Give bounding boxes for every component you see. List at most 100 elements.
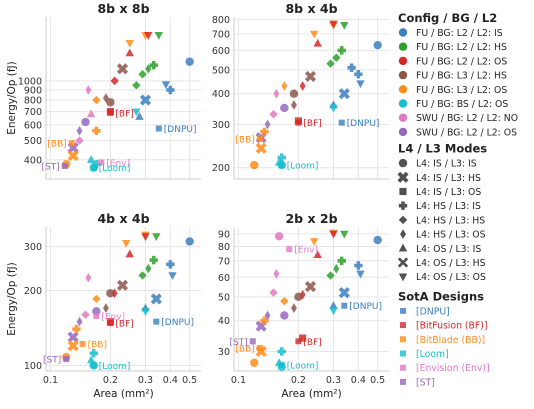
- y-tick-label: 900: [24, 85, 42, 96]
- x-tick-label: 0.1: [43, 375, 58, 386]
- data-point: [72, 324, 81, 334]
- legend-marker: [398, 201, 408, 210]
- data-point: [347, 63, 356, 72]
- legend-swatch: [400, 350, 406, 357]
- x-tick-label: 0.5: [182, 375, 197, 386]
- x-tick-label: 0.1: [231, 375, 246, 386]
- x-tick-label: 0.2: [291, 375, 306, 386]
- data-point: [76, 125, 83, 136]
- data-point: [85, 272, 92, 283]
- data-points: [250, 20, 382, 170]
- y-tick-label: 800: [212, 15, 230, 26]
- legend-config-item: FU / BG: L3 / L2: OS: [398, 85, 507, 96]
- x-tick-label: 0.3: [326, 375, 341, 386]
- data-point: [326, 271, 335, 280]
- data-point: [92, 160, 101, 169]
- data-point: [141, 233, 150, 242]
- y-tick-label: 800: [24, 96, 42, 107]
- legend-label: L4: OS / L3: OS: [416, 272, 486, 283]
- data-point: [152, 233, 161, 242]
- sota-label: [Loom]: [287, 361, 319, 371]
- x-axis-label: Area (mm²): [281, 388, 341, 400]
- legend-mode-item: L4: OS / L3: IS: [398, 243, 481, 255]
- legend-config-item: FU / BG: L2 / L2: HS: [398, 42, 507, 53]
- data-point: [132, 81, 141, 90]
- data-point: [138, 70, 147, 79]
- data-point: [329, 301, 338, 309]
- sota-marker: [341, 302, 348, 309]
- data-point: [280, 311, 289, 320]
- legend-mode-item: L4: OS / L3: OS: [398, 272, 486, 283]
- data-point: [116, 279, 129, 291]
- data-point: [340, 21, 349, 30]
- legend-sota-item: [BitFusion (BF)]: [400, 321, 488, 332]
- data-point: [67, 150, 79, 162]
- data-point: [86, 109, 96, 118]
- y-tick-label: 300: [212, 120, 230, 131]
- data-point: [329, 20, 338, 29]
- data-point: [81, 117, 90, 127]
- data-point: [166, 85, 175, 95]
- sota-marker: [63, 356, 70, 363]
- data-point: [76, 316, 83, 327]
- data-point: [121, 240, 131, 248]
- data-points: [250, 229, 382, 372]
- data-point: [329, 307, 338, 316]
- data-point: [75, 136, 84, 145]
- legend-label: [ST]: [416, 377, 435, 388]
- legend-mode-item: L4: HS / L3: IS: [398, 201, 481, 212]
- legend-swatch: [400, 364, 406, 371]
- legend-label: FU / BG: BS / L2: OS: [416, 99, 508, 110]
- legend-sota-item: [DNPU]: [400, 306, 450, 317]
- data-points: [62, 32, 194, 172]
- data-point: [150, 293, 162, 305]
- data-point: [338, 287, 350, 299]
- sota-marker: [61, 163, 68, 170]
- y-axis-label: Energy/Op (fJ): [6, 61, 18, 135]
- legend-swatch: [400, 322, 406, 329]
- legend-label: L4: HS / L3: OS: [416, 230, 486, 241]
- data-point: [92, 95, 101, 105]
- legend-label: FU / BG: L2 / L2: IS: [416, 28, 503, 39]
- legend-label: L4: IS / L3: HS: [416, 173, 481, 184]
- data-point: [332, 53, 341, 62]
- legend-config-item: SWU / BG: L2 / L2: OS: [398, 127, 517, 138]
- data-point: [356, 80, 365, 89]
- legend-label: FU / BG: L3 / L2: OS: [416, 85, 507, 96]
- sota-label: [DNPU]: [164, 125, 197, 135]
- y-tick-label: 700: [24, 107, 42, 118]
- data-point: [106, 289, 115, 298]
- data-point: [313, 250, 322, 259]
- legend-swatch: [400, 336, 406, 343]
- sota-marker: [338, 119, 345, 126]
- data-point: [89, 349, 98, 358]
- legend-marker: [397, 171, 409, 183]
- data-point: [110, 76, 119, 86]
- sota-marker: [107, 109, 114, 116]
- data-point: [280, 103, 289, 113]
- legend-swatch: [398, 56, 408, 66]
- data-point: [67, 340, 79, 352]
- data-point: [273, 88, 280, 99]
- data-point: [274, 232, 284, 241]
- data-point: [354, 261, 363, 270]
- legend-mode-item: L4: HS / L3: HS: [398, 215, 485, 226]
- legend-marker: [398, 273, 408, 282]
- data-point: [313, 38, 322, 47]
- panel-title: 8b x 8b: [97, 1, 149, 16]
- data-point: [337, 256, 346, 266]
- legend-swatch: [398, 70, 408, 80]
- data-point: [255, 142, 267, 154]
- data-point: [281, 81, 288, 91]
- data-point: [289, 89, 299, 98]
- data-point: [329, 230, 338, 239]
- sota-marker: [278, 162, 285, 169]
- data-point: [299, 81, 306, 91]
- sota-marker: [249, 338, 256, 345]
- y-tick-label: 600: [212, 46, 230, 57]
- legend-label: L4: HS / L3: IS: [416, 201, 481, 212]
- data-point: [141, 308, 150, 316]
- data-point: [125, 249, 134, 258]
- legend-marker: [399, 187, 407, 196]
- y-tick-label: 1000: [18, 76, 42, 87]
